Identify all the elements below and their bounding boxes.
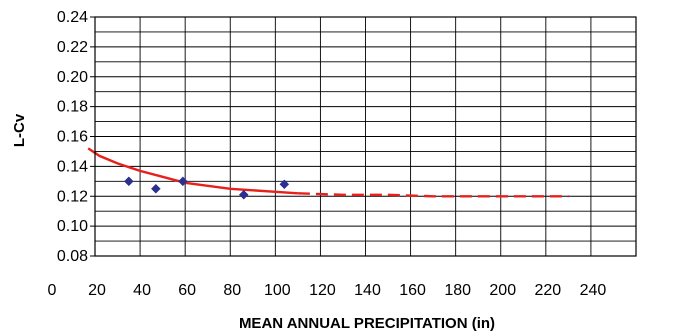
y-axis-title: L-Cv xyxy=(11,113,28,147)
y-axis-tick-labels: 0.08 0.10 0.12 0.14 0.16 0.18 0.20 0.22 0.24 xyxy=(57,9,88,265)
x-tick-label: 200 xyxy=(489,282,516,299)
series-layer xyxy=(87,147,569,200)
data-point-marker xyxy=(151,183,161,194)
data-point-marker xyxy=(178,176,188,187)
data-point-marker xyxy=(123,176,134,187)
x-tick-label: 100 xyxy=(264,282,291,299)
x-tick-label: 20 xyxy=(88,282,106,299)
x-tick-label: 120 xyxy=(309,282,336,299)
grid-layer xyxy=(90,16,636,257)
projected-trend-line xyxy=(297,192,569,198)
x-axis-title: MEAN ANNUAL PRECIPITATION (in) xyxy=(239,315,495,332)
x-tick-label: 40 xyxy=(133,282,151,299)
x-tick-label: 80 xyxy=(223,282,241,299)
y-tick-label: 0.10 xyxy=(57,218,88,235)
data-point-marker xyxy=(238,189,249,200)
y-tick-label: 0.22 xyxy=(57,39,88,56)
y-tick-label: 0.14 xyxy=(57,158,88,175)
x-tick-label: 160 xyxy=(399,282,426,299)
x-tick-label: 0 xyxy=(47,282,56,299)
x-tick-label: 220 xyxy=(534,282,561,299)
y-tick-label: 0.08 xyxy=(57,248,88,265)
y-tick-label: 0.12 xyxy=(57,188,88,205)
y-tick-label: 0.16 xyxy=(57,129,88,146)
plot-area-frame xyxy=(94,16,637,257)
data-point-marker xyxy=(279,179,290,190)
y-tick-label: 0.18 xyxy=(57,99,88,116)
x-tick-label: 140 xyxy=(354,282,381,299)
x-tick-label: 60 xyxy=(178,282,196,299)
y-tick-label: 0.20 xyxy=(57,69,88,86)
x-tick-label: 240 xyxy=(580,282,607,299)
x-axis-tick-labels: 0 20 40 60 80 100 120 140 160 180 200 220 240 xyxy=(47,282,606,299)
x-tick-label: 180 xyxy=(444,282,471,299)
y-tick-label: 0.24 xyxy=(57,9,88,26)
fitted-trend-line xyxy=(87,147,298,195)
